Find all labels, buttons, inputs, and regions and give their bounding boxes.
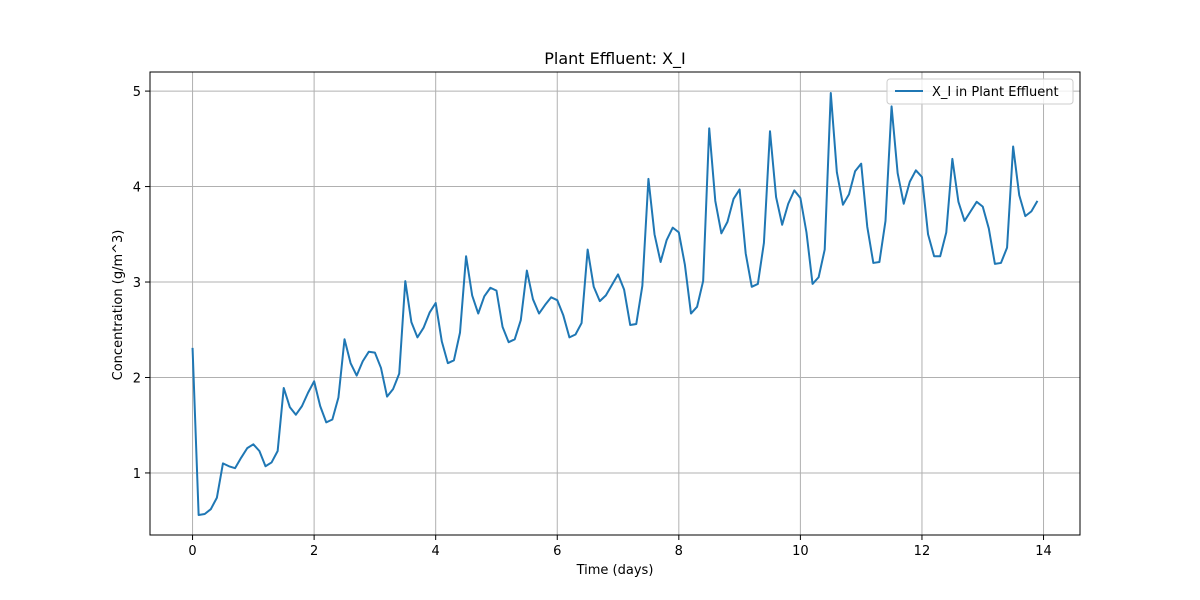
x-tick-label: 14 (1035, 544, 1052, 559)
x-tick-label: 12 (914, 544, 931, 559)
x-axis-title: Time (days) (576, 563, 654, 578)
series-line-x-i (191, 92, 1039, 516)
x-tick-label: 6 (553, 544, 561, 559)
x-tick-label: 4 (432, 544, 440, 559)
x-tick-label: 2 (310, 544, 318, 559)
x-tick-label: 8 (675, 544, 683, 559)
x-tick-label: 10 (792, 544, 809, 559)
x-tick-label: 0 (188, 544, 196, 559)
y-tick-label: 3 (133, 276, 141, 291)
y-tick-label: 2 (133, 371, 141, 386)
chart-title: Plant Effluent: X_I (544, 49, 686, 69)
series-layer (191, 92, 1039, 516)
y-tick-label: 1 (133, 467, 141, 482)
legend-box (886, 78, 1074, 105)
y-tick-label: 4 (133, 181, 141, 196)
legend-label: X_I in Plant Effluent (932, 85, 1059, 100)
legend: X_I in Plant Effluent (886, 78, 1074, 105)
plot-frame (149, 71, 1081, 536)
y-axis-title: Concentration (g/m^3) (111, 230, 126, 381)
y-tick-label: 5 (133, 85, 141, 100)
